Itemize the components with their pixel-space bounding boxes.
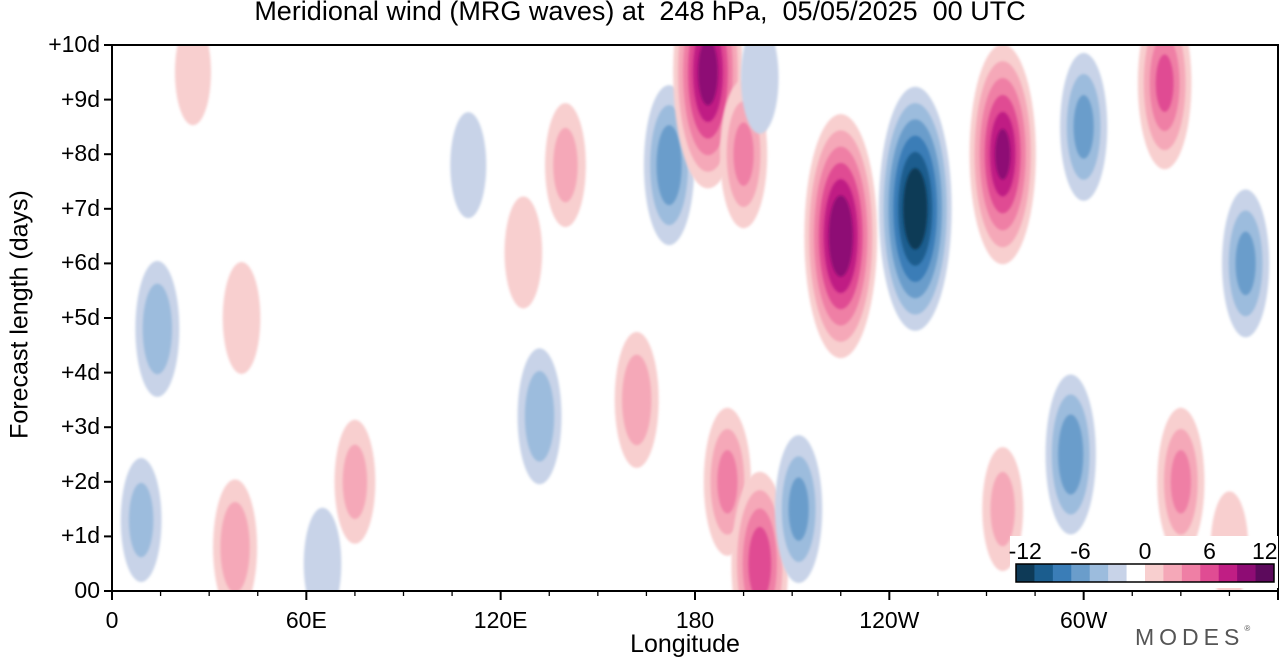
colorbar-frame bbox=[1015, 563, 1275, 583]
contour-field bbox=[120, 45, 1270, 591]
x-axis-label: Longitude bbox=[630, 630, 740, 658]
negative-contour bbox=[788, 477, 809, 541]
positive-contour bbox=[342, 444, 368, 519]
y-tick-label: +4d bbox=[60, 358, 100, 385]
negative-contour bbox=[524, 370, 555, 462]
x-tick-label: 180 bbox=[675, 607, 715, 633]
x-tick-label: 60E bbox=[285, 607, 327, 633]
positive-contour bbox=[828, 195, 853, 277]
colorbar-swatch bbox=[1034, 564, 1054, 582]
chart-title: Meridional wind (MRG waves) at 248 hPa, … bbox=[254, 0, 1026, 26]
y-tick-label: +9d bbox=[60, 85, 100, 112]
positive-contour bbox=[222, 262, 261, 374]
positive-contour bbox=[698, 45, 718, 106]
colorbar-swatch bbox=[1052, 564, 1072, 582]
x-tick-label: 0 bbox=[105, 607, 119, 633]
y-tick-label: +1d bbox=[60, 522, 100, 549]
colorbar-tick-label: 6 bbox=[1203, 538, 1216, 564]
negative-contour bbox=[740, 45, 779, 134]
y-tick-label: +6d bbox=[60, 249, 100, 276]
colorbar-swatch bbox=[1126, 564, 1146, 582]
colorbar-swatch bbox=[1071, 564, 1091, 582]
negative-contour bbox=[128, 482, 154, 558]
negative-contour bbox=[656, 125, 682, 206]
negative-contour bbox=[1073, 95, 1094, 159]
colorbar-swatch bbox=[1108, 564, 1128, 582]
negative-contour bbox=[1058, 414, 1084, 495]
colorbar-swatch bbox=[1255, 564, 1275, 582]
y-tick-label: +7d bbox=[60, 194, 100, 221]
positive-contour bbox=[748, 526, 772, 591]
positive-contour bbox=[622, 354, 652, 446]
x-tick-label: 60W bbox=[1060, 607, 1108, 633]
positive-contour bbox=[990, 471, 1015, 547]
brand-logo: MODES® bbox=[1135, 624, 1251, 650]
colorbar-swatch bbox=[1163, 564, 1183, 582]
y-tick-label: +10d bbox=[48, 31, 100, 57]
colorbar-swatch bbox=[1237, 564, 1257, 582]
positive-contour bbox=[1170, 450, 1191, 514]
y-tick-label: +2d bbox=[60, 467, 100, 494]
x-tick-label: 120W bbox=[859, 607, 920, 633]
brand-text: MODES bbox=[1135, 624, 1245, 650]
positive-contour bbox=[220, 502, 250, 591]
negative-contour bbox=[303, 507, 342, 591]
colorbar-swatch bbox=[1145, 564, 1164, 582]
positive-contour bbox=[504, 196, 543, 309]
y-tick-marks bbox=[104, 44, 112, 592]
y-tick-label: +8d bbox=[60, 140, 100, 167]
colorbar-swatch bbox=[1016, 564, 1035, 582]
colorbar-swatch bbox=[1181, 564, 1201, 582]
x-tick-label: 120E bbox=[473, 607, 528, 633]
colorbar-swatch bbox=[1200, 564, 1220, 582]
colorbar-swatch bbox=[1089, 564, 1109, 582]
y-tick-label: +3d bbox=[60, 413, 100, 440]
x-tick-marks bbox=[111, 591, 1279, 600]
colorbar-tick-label: 12 bbox=[1251, 538, 1278, 564]
positive-contour bbox=[717, 450, 738, 514]
negative-contour bbox=[142, 283, 173, 375]
colorbar-tick-label: -12 bbox=[1008, 538, 1042, 564]
positive-contour bbox=[995, 128, 1011, 180]
positive-contour bbox=[1155, 54, 1174, 112]
negative-contour bbox=[450, 112, 487, 219]
colorbar-tick-label: -6 bbox=[1070, 538, 1091, 564]
positive-contour bbox=[733, 122, 754, 186]
colorbar-tick-label: 0 bbox=[1138, 538, 1152, 564]
positive-contour bbox=[174, 45, 211, 126]
y-tick-label: +5d bbox=[60, 304, 100, 330]
colorbar bbox=[1010, 536, 1278, 588]
colorbar-swatch bbox=[1218, 564, 1238, 582]
negative-contour bbox=[903, 168, 928, 250]
positive-contour bbox=[553, 127, 578, 203]
negative-contour bbox=[1235, 231, 1256, 296]
y-tick-label: 00 bbox=[74, 577, 100, 603]
